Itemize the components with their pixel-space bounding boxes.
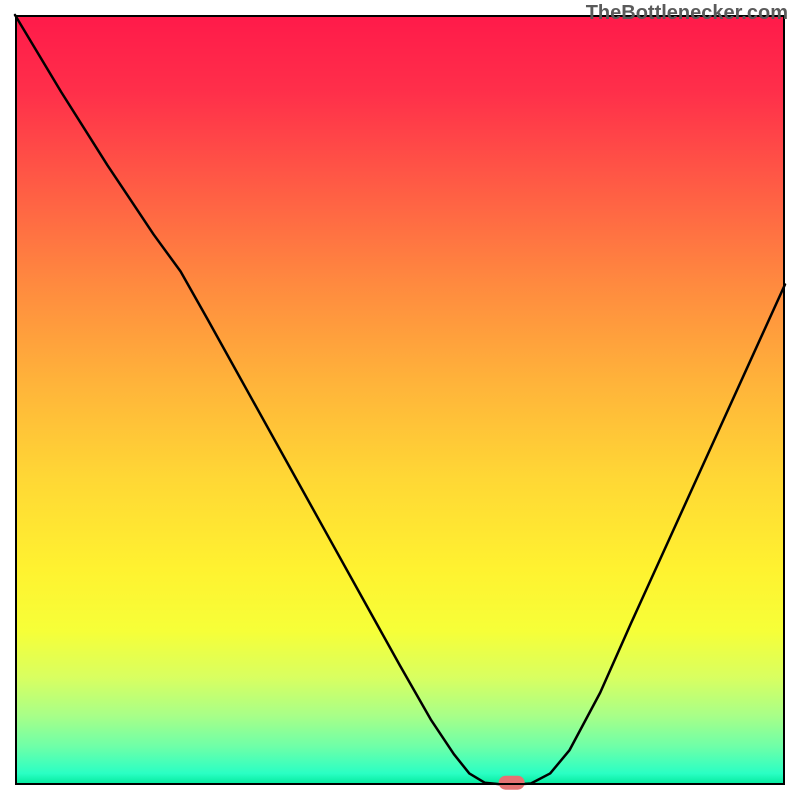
curve-layer [15, 15, 785, 785]
optimum-marker [499, 776, 525, 790]
bottleneck-curve [15, 15, 785, 785]
bottleneck-chart: TheBottlenecker.com [0, 0, 800, 800]
plot-area [15, 15, 785, 785]
watermark-text: TheBottlenecker.com [586, 2, 788, 25]
